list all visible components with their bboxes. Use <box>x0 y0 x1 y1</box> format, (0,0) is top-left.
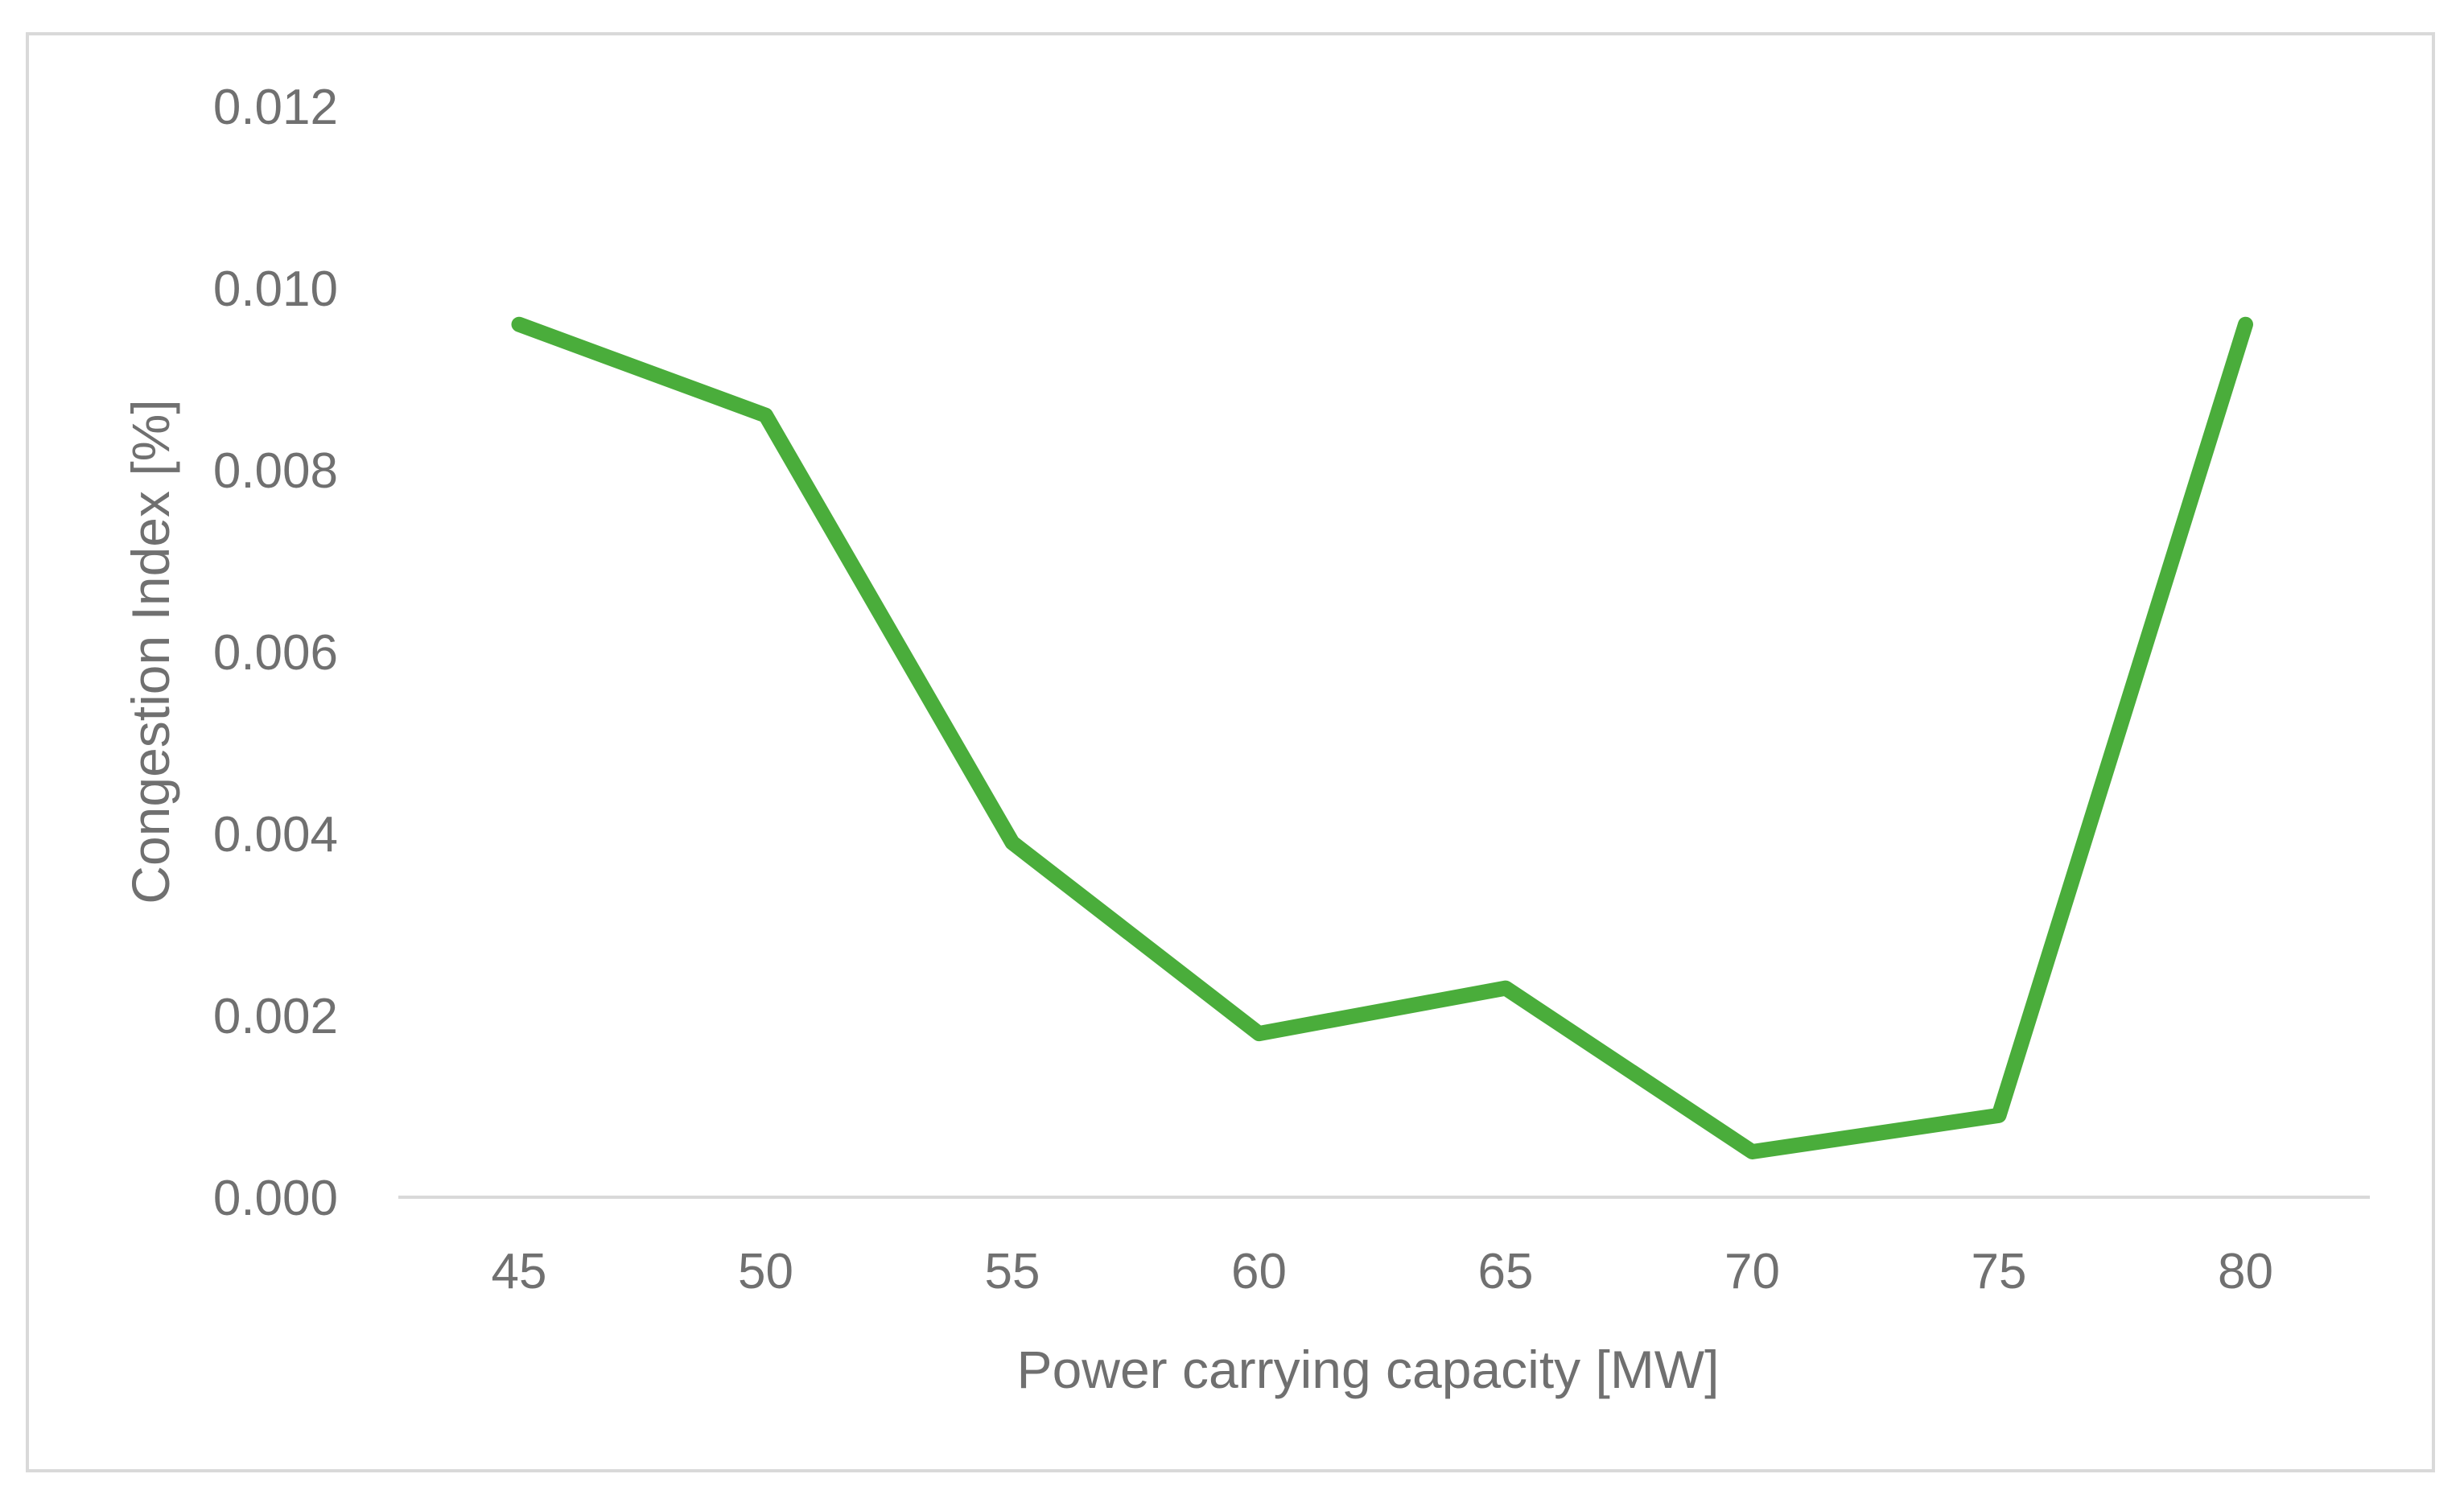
y-tick-label: 0.000 <box>213 1171 338 1226</box>
y-tick-label: 0.008 <box>213 443 338 499</box>
x-tick-labels: 45 50 55 60 65 70 75 80 <box>492 1244 2273 1299</box>
y-tick-labels: 0.000 0.002 0.004 0.006 0.008 0.010 0.012 <box>213 80 338 1226</box>
y-tick-label: 0.012 <box>213 80 338 135</box>
chart-frame <box>26 32 2435 1472</box>
x-tick-label: 65 <box>1478 1244 1534 1299</box>
y-tick-label: 0.010 <box>213 261 338 317</box>
x-tick-label: 75 <box>1972 1244 2027 1299</box>
y-tick-label: 0.006 <box>213 625 338 681</box>
x-axis-title: Power carrying capacity [MW] <box>1017 1340 1720 1399</box>
x-tick-label: 60 <box>1231 1244 1287 1299</box>
x-tick-label: 45 <box>492 1244 547 1299</box>
series-line <box>511 316 2253 1159</box>
x-tick-label: 55 <box>985 1244 1040 1299</box>
y-tick-label: 0.002 <box>213 989 338 1044</box>
x-tick-label: 50 <box>738 1244 793 1299</box>
y-axis-title: Congestion Index [%] <box>121 399 180 904</box>
x-tick-label: 80 <box>2218 1244 2273 1299</box>
y-tick-label: 0.004 <box>213 807 338 863</box>
x-tick-label: 70 <box>1724 1244 1780 1299</box>
